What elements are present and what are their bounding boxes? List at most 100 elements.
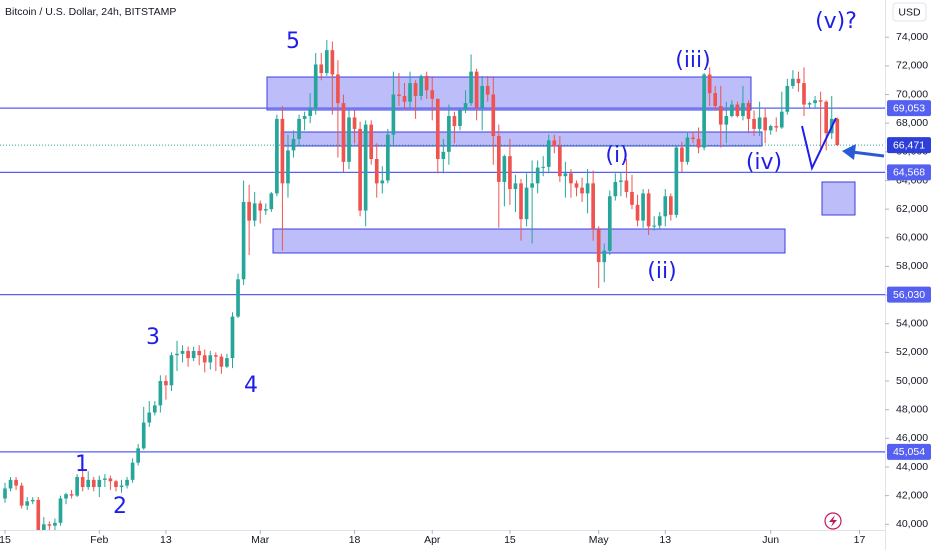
- candle-body: [785, 85, 790, 112]
- x-tick-label: Feb: [90, 534, 108, 546]
- x-tick-label: 13: [160, 534, 172, 546]
- candle-body: [80, 477, 85, 488]
- candle-body: [69, 494, 74, 496]
- y-tick-label: 72,000: [896, 60, 928, 72]
- wave-v-drawing: [801, 117, 837, 171]
- candle-body: [3, 488, 7, 499]
- candle-body: [452, 116, 457, 127]
- candle-body: [25, 501, 30, 506]
- candle-body: [424, 75, 429, 91]
- candle-body: [491, 94, 496, 137]
- candle-body: [14, 479, 18, 486]
- candle-body: [42, 524, 46, 530]
- candle-body: [558, 146, 562, 177]
- x-tick-label: 15: [0, 534, 11, 546]
- y-tick-label: 70,000: [896, 88, 928, 100]
- target-box: [821, 181, 856, 216]
- candle-body: [352, 117, 357, 129]
- candle-body: [680, 147, 684, 162]
- chart-title: Bitcoin / U.S. Dollar, 24h, BITSTAMP: [5, 6, 176, 18]
- x-tick-label: Jun: [762, 534, 779, 546]
- candle-body: [463, 103, 468, 111]
- y-tick-label: 58,000: [896, 260, 928, 272]
- candle-body: [197, 350, 202, 356]
- candle-body: [397, 94, 401, 96]
- candle-body: [19, 485, 24, 506]
- y-tick-label: 52,000: [896, 346, 928, 358]
- candle-body: [291, 138, 296, 151]
- candle-body: [824, 101, 829, 134]
- candle-body: [441, 151, 446, 159]
- candle-body: [735, 104, 740, 117]
- x-tick-label: Mar: [251, 534, 270, 546]
- wave-label: 5: [286, 29, 300, 54]
- wave-label: (iv): [746, 150, 782, 175]
- candle-body: [807, 103, 812, 105]
- candle-body: [47, 524, 52, 526]
- candle-body: [347, 117, 351, 162]
- candle-body: [613, 181, 618, 197]
- candle-body: [280, 118, 285, 184]
- candle-body: [141, 422, 146, 449]
- wave-label: 4: [244, 373, 258, 398]
- candle-body: [691, 137, 695, 139]
- y-tick-label: 62,000: [896, 203, 928, 215]
- x-tick-label: 17: [854, 534, 866, 546]
- arrow-head: [842, 144, 856, 160]
- candle-body: [391, 94, 396, 135]
- candle-body: [435, 98, 440, 159]
- candle-body: [336, 74, 340, 104]
- candle-body: [741, 103, 745, 117]
- candle-body: [208, 355, 213, 363]
- candle-body: [585, 183, 590, 194]
- x-tick-label: 18: [349, 534, 361, 546]
- wave-label: (v)?: [815, 9, 857, 34]
- candle-body: [114, 481, 118, 488]
- y-tick-label: 68,000: [896, 117, 928, 129]
- candle-body: [796, 78, 801, 84]
- candle-body: [646, 193, 651, 227]
- candle-body: [125, 479, 129, 486]
- candle-body: [252, 203, 257, 221]
- y-tick-label: 48,000: [896, 403, 928, 415]
- candle-body: [474, 71, 479, 108]
- candle-body: [36, 499, 41, 530]
- candle-body: [119, 485, 124, 488]
- candle-body: [191, 350, 196, 359]
- candle-body: [768, 126, 773, 131]
- candle-body: [835, 118, 840, 146]
- candle-body: [408, 83, 412, 102]
- candle-body: [297, 118, 301, 139]
- level-label-box: [887, 286, 931, 303]
- candle-body: [702, 74, 706, 148]
- candle-body: [663, 196, 668, 217]
- candle-body: [458, 110, 462, 127]
- candle-body: [369, 124, 374, 159]
- candle-body: [169, 355, 174, 386]
- candle-body: [236, 279, 240, 317]
- level-label: 56,030: [893, 289, 925, 301]
- y-tick-label: 44,000: [896, 461, 928, 473]
- currency-box: [892, 2, 927, 22]
- candle-body: [275, 118, 279, 194]
- candle-body: [91, 479, 96, 488]
- candle-body: [286, 150, 290, 184]
- candle-body: [619, 180, 623, 182]
- candle-body: [358, 128, 362, 211]
- y-tick-label: 54,000: [896, 318, 928, 330]
- candle-body: [563, 173, 568, 177]
- y-tick-label: 40,000: [896, 518, 928, 530]
- candle-body: [202, 355, 207, 363]
- last-price-label: 66,471: [893, 139, 925, 151]
- candle-body: [430, 90, 435, 99]
- candle-body: [53, 522, 57, 526]
- y-tick-label: 50,000: [896, 375, 928, 387]
- currency: USD: [898, 6, 921, 18]
- candle-body: [419, 75, 423, 96]
- candle-body: [158, 381, 163, 406]
- level-label-box: [887, 164, 931, 181]
- candles: [3, 40, 840, 530]
- candle-body: [380, 180, 385, 184]
- level-label: 64,568: [893, 167, 925, 179]
- candle-body: [641, 193, 645, 221]
